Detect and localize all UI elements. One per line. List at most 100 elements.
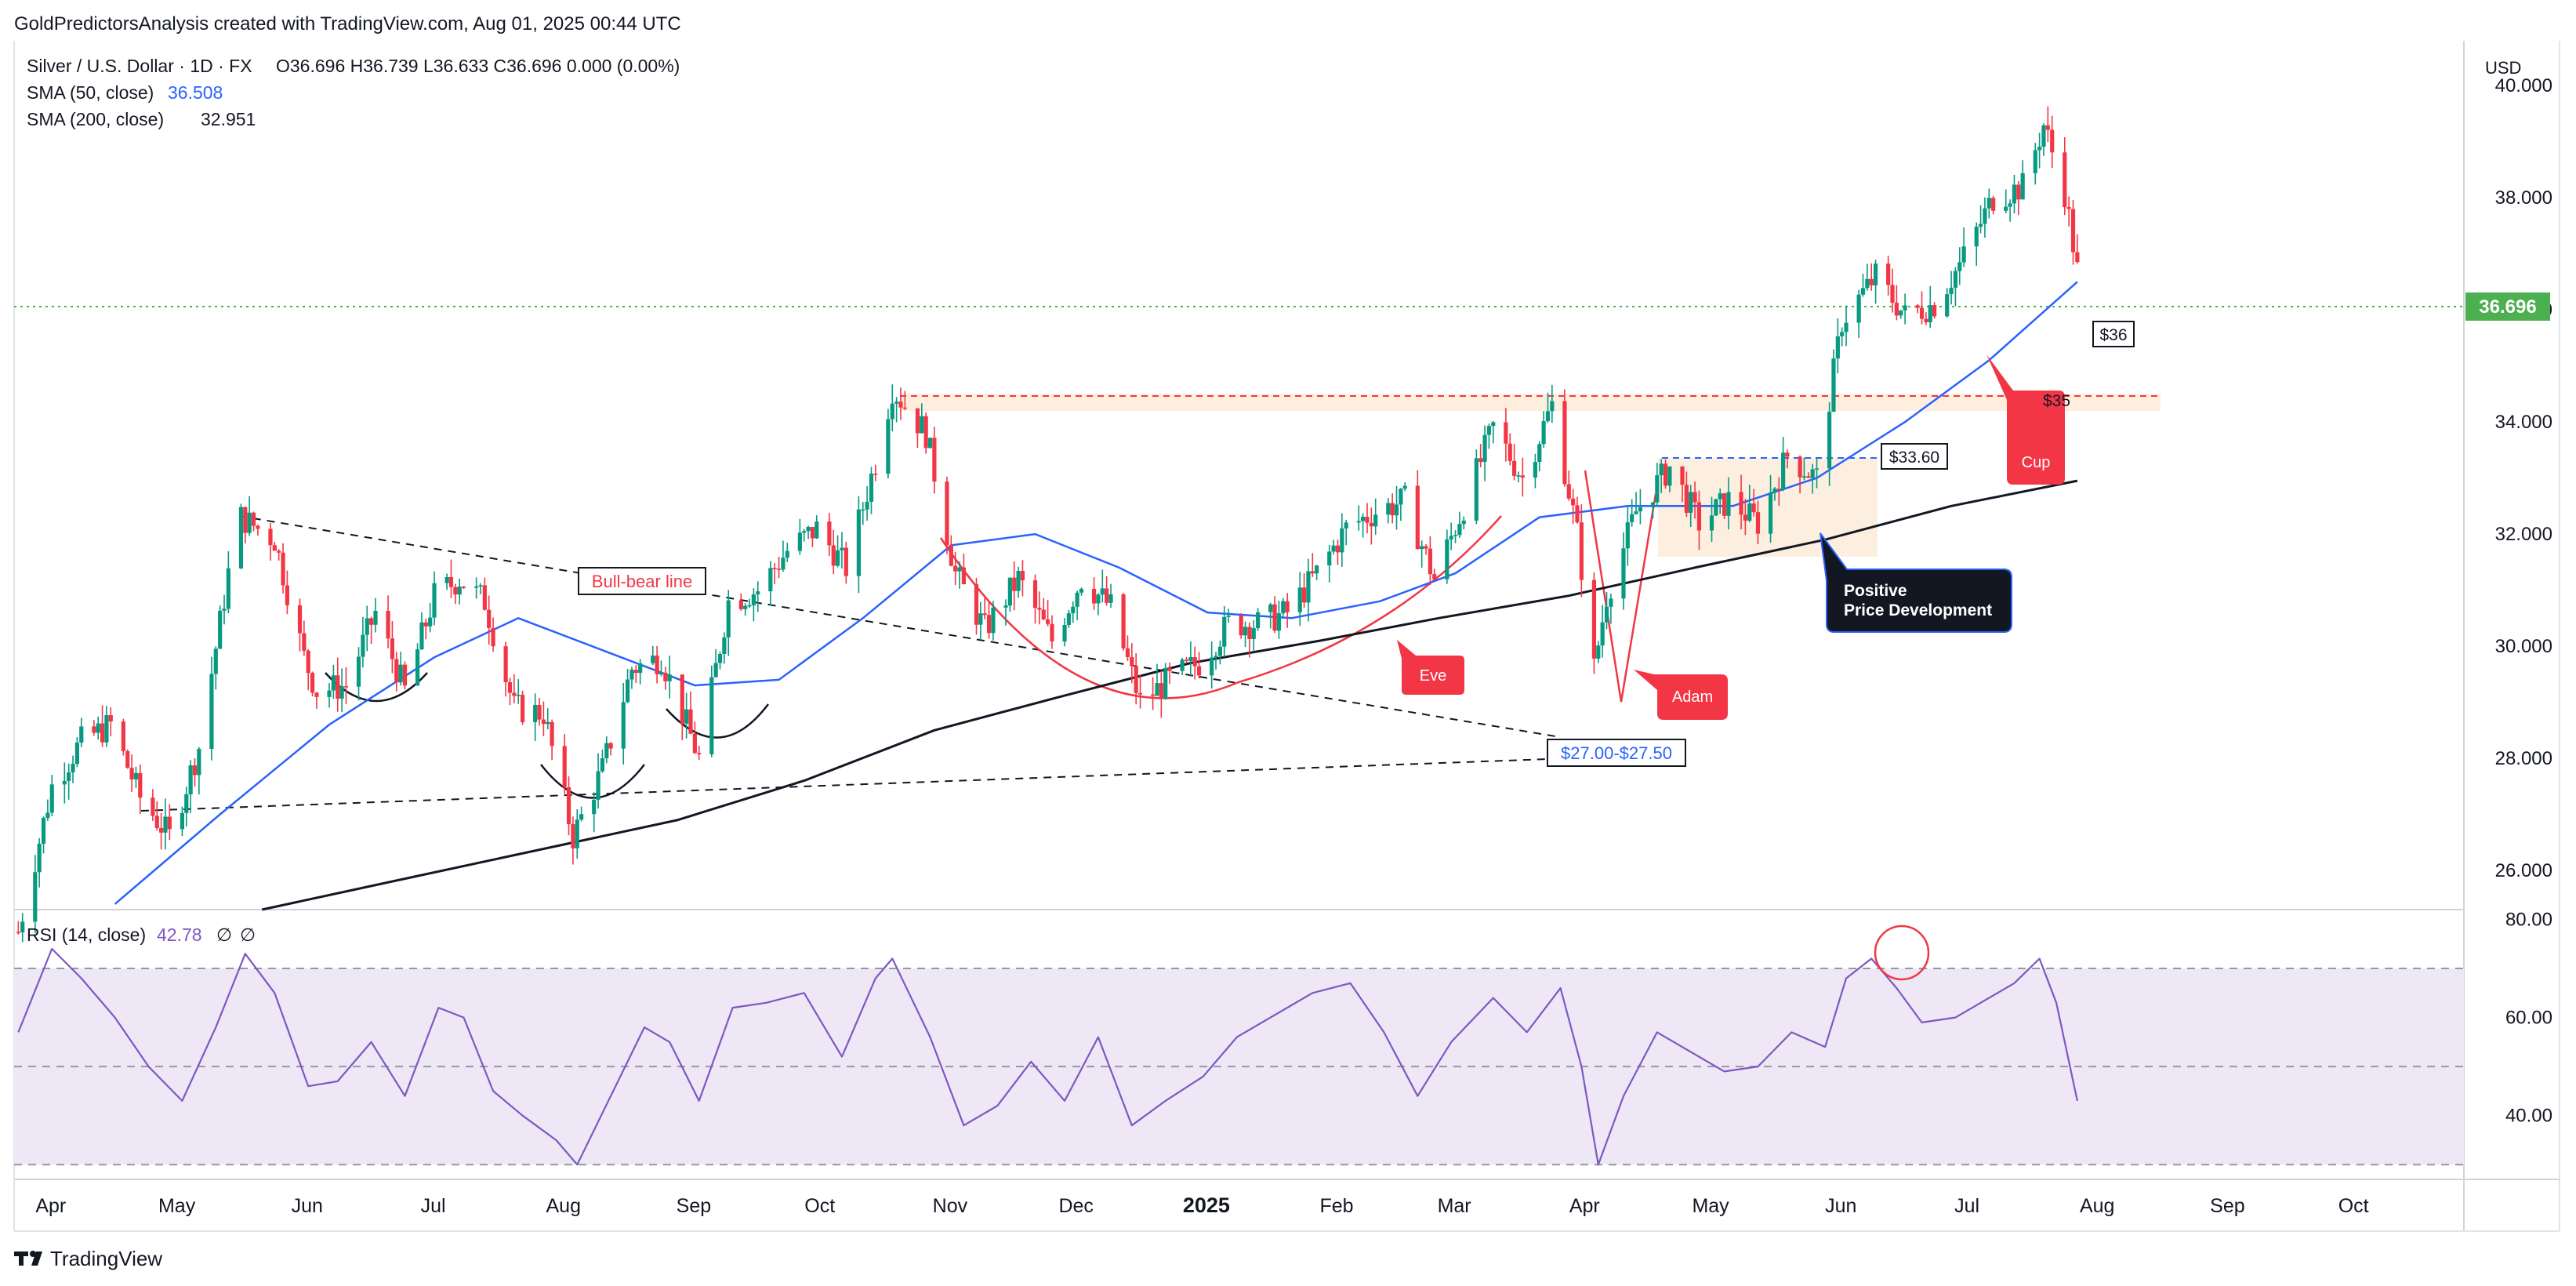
candle-body	[680, 674, 684, 724]
candle-body	[1130, 657, 1134, 667]
candle-body	[953, 565, 958, 572]
candle-body	[1571, 498, 1576, 506]
symbol-title: Silver / U.S. Dollar · 1D · FX	[27, 56, 252, 76]
candle-body	[1247, 627, 1252, 639]
candle-body	[1600, 622, 1605, 646]
candle-body	[1869, 278, 1874, 285]
candle-body	[1751, 503, 1756, 513]
candle-body	[1886, 263, 1891, 285]
candle-body	[1306, 571, 1311, 603]
level-36-box	[2092, 321, 2135, 347]
candle-body	[1575, 505, 1580, 523]
candle-body	[1957, 262, 1962, 271]
candle-body	[1365, 517, 1370, 523]
candle-body	[927, 438, 933, 449]
candle-body	[1634, 511, 1638, 514]
candle-body	[125, 750, 130, 768]
price-axis: 40.00038.00036.00034.00032.00030.00028.0…	[2495, 75, 2552, 881]
candle-body	[281, 552, 285, 586]
candle-body	[285, 585, 290, 605]
candle-body	[608, 743, 613, 749]
candle-body	[600, 757, 605, 772]
candle-body	[1726, 492, 1731, 516]
candle-body	[74, 742, 80, 765]
candle-body	[129, 768, 134, 779]
candle-body	[776, 569, 782, 570]
candle-body	[444, 576, 449, 583]
candle-body	[802, 531, 807, 533]
candle-body	[638, 663, 643, 674]
tradingview-logo[interactable]: TradingView	[14, 1247, 162, 1270]
candle-body	[861, 509, 865, 511]
candle-body	[478, 585, 483, 587]
candle-body	[920, 416, 924, 434]
candle-body	[722, 637, 727, 655]
candle-body	[1579, 522, 1584, 580]
candle-body	[1125, 648, 1130, 658]
tradingview-icon-slash	[31, 1251, 42, 1266]
candle-body	[1755, 512, 1761, 534]
candle-body	[1075, 592, 1079, 607]
level-36-label: $36	[2099, 326, 2127, 344]
candle-body	[684, 709, 689, 724]
candle-body	[1050, 623, 1054, 642]
time-tick-label: Jun	[1825, 1195, 1856, 1217]
candle-body	[886, 419, 891, 474]
target-range-box	[1547, 739, 1686, 767]
positive-callout	[1820, 532, 2012, 633]
time-tick-label: Oct	[804, 1195, 835, 1217]
candle-body	[2070, 209, 2076, 252]
candle-body	[1638, 507, 1642, 512]
candle-body	[226, 568, 230, 609]
price-tick-label: 40.000	[2495, 75, 2552, 96]
candle-body	[1991, 198, 1996, 211]
candle-body	[713, 663, 718, 678]
tradingview-brand: TradingView	[50, 1247, 162, 1270]
candle-body	[1100, 588, 1105, 595]
candle-body	[1516, 475, 1521, 477]
candle-body	[541, 719, 546, 725]
candle-body	[949, 545, 953, 566]
candle-body	[537, 704, 542, 720]
candle-body	[1831, 358, 1836, 412]
positive-label-2: Price Development	[1844, 601, 1992, 619]
resistance-zone-35	[900, 394, 2161, 411]
candle-body	[373, 610, 378, 625]
time-tick-label: Nov	[933, 1195, 968, 1217]
candle-body	[1945, 294, 1950, 317]
level-35-label: $35	[2043, 392, 2070, 410]
candle-body	[222, 608, 227, 611]
candle-body	[1356, 521, 1361, 523]
candle-body	[96, 723, 100, 733]
candle-body	[546, 721, 550, 725]
candle-body	[1663, 463, 1668, 486]
candle-body	[268, 529, 273, 546]
candle-body	[1226, 616, 1231, 617]
candle-body	[1491, 422, 1496, 427]
candle-body	[512, 692, 517, 696]
candle-body	[1041, 609, 1046, 619]
candle-body	[92, 726, 96, 733]
candle-body	[1655, 475, 1660, 503]
candle-body	[180, 812, 185, 830]
candle-body	[1961, 246, 1966, 263]
candle-body	[604, 743, 609, 758]
candle-body	[898, 401, 903, 408]
candle-body	[1680, 466, 1685, 485]
candle-body	[1032, 580, 1038, 608]
candle-body	[327, 690, 332, 697]
candle-body	[1486, 426, 1492, 435]
candle-body	[633, 670, 638, 674]
adam-callout	[1634, 670, 1728, 720]
cup-label: Cup	[2022, 454, 2051, 471]
eve-label: Eve	[1420, 667, 1446, 685]
candle-body	[415, 649, 420, 686]
time-tick-label: Sep	[2210, 1195, 2244, 1217]
candle-body	[1188, 657, 1193, 661]
candle-body	[1180, 659, 1185, 671]
candle-body	[571, 824, 575, 848]
candle-body	[457, 587, 462, 595]
candle-body	[1192, 657, 1197, 667]
candle-body	[1079, 588, 1084, 593]
